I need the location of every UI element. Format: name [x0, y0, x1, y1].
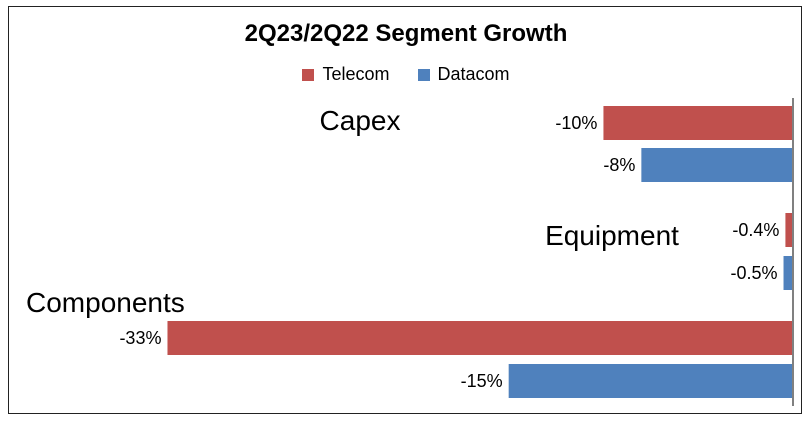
legend: Telecom Datacom — [0, 64, 812, 85]
bar-telecom-components — [167, 321, 794, 355]
legend-swatch-datacom — [417, 68, 430, 81]
category-label-capex: Capex — [320, 105, 401, 136]
data-label-datacom-capex: -8% — [603, 155, 635, 175]
data-label-telecom-equipment: -0.4% — [732, 220, 779, 240]
legend-label-datacom: Datacom — [437, 64, 510, 84]
bar-telecom-capex — [603, 106, 793, 140]
legend-swatch-telecom — [302, 68, 315, 81]
bar-telecom-equipment — [785, 213, 793, 247]
data-label-datacom-components: -15% — [461, 371, 503, 391]
legend-item-telecom: Telecom — [302, 64, 390, 85]
legend-label-telecom: Telecom — [322, 64, 390, 84]
bar-datacom-components — [508, 364, 793, 398]
category-label-components: Components — [26, 287, 185, 318]
bar-datacom-equipment — [783, 256, 793, 290]
data-label-telecom-components: -33% — [119, 328, 161, 348]
legend-item-datacom: Datacom — [417, 64, 510, 85]
data-label-datacom-equipment: -0.5% — [730, 263, 777, 283]
bar-datacom-capex — [641, 148, 793, 182]
category-label-equipment: Equipment — [545, 220, 679, 251]
chart-title: 2Q23/2Q22 Segment Growth — [244, 20, 568, 47]
data-label-telecom-capex: -10% — [555, 113, 597, 133]
